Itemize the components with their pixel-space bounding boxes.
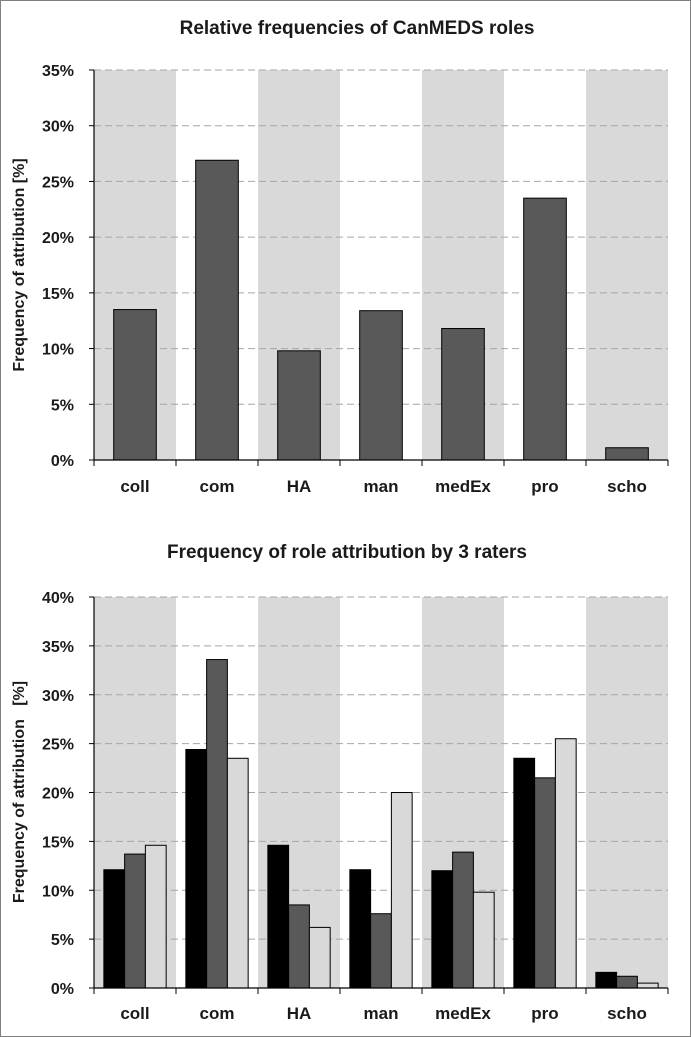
bar-coll-series-1	[103, 869, 126, 989]
bar-pro-series-3	[554, 738, 577, 989]
chart-2: 0% 5% 10% 15% 20% 25% 30% 35% 40% coll com HA man med…	[42, 590, 669, 1023]
bar-scho-series-2	[616, 975, 638, 989]
bar-pro-series-1	[513, 757, 536, 989]
bar-scho-series-1	[595, 971, 618, 989]
y-tick-label: 5%	[51, 397, 74, 414]
category-band	[586, 70, 668, 460]
y-tick-label: 10%	[42, 342, 74, 359]
x-tick-label-man: man	[364, 1004, 399, 1023]
bar-ha-series-1	[267, 844, 290, 989]
bar-medex-series-2	[452, 851, 474, 989]
y-tick-label: 20%	[42, 786, 74, 803]
x-tick-label-pro: pro	[531, 477, 558, 496]
bar-coll-series-2	[124, 853, 146, 989]
x-tick-label-coll: coll	[120, 477, 149, 496]
bar-scho	[605, 447, 649, 461]
y-tick-label: 40%	[42, 590, 74, 607]
x-tick-label-scho: scho	[607, 477, 647, 496]
y-tick-label: 0%	[51, 981, 74, 998]
y-tick-label: 25%	[42, 737, 74, 754]
y-tick-label: 25%	[42, 174, 74, 191]
y-axis-label-roles: Frequency of attribution [%]	[11, 158, 28, 371]
x-tick-label-pro: pro	[531, 1004, 558, 1023]
bar-man-series-1	[349, 869, 372, 989]
y-tick-label: 15%	[42, 834, 74, 851]
bar-ha-series-2	[288, 904, 310, 989]
y-tick-label: 10%	[42, 883, 74, 900]
chart-title-roles: Relative frequencies of CanMEDS roles	[180, 18, 535, 39]
x-tick-label-com: com	[200, 477, 235, 496]
x-tick-label-medex: medEx	[435, 477, 491, 496]
y-axis-label-raters: Frequency of attribution [%]	[11, 681, 28, 903]
y-tick-label: 15%	[42, 286, 74, 303]
bar-medex-series-3	[472, 891, 495, 989]
x-tick-label-ha: HA	[287, 477, 312, 496]
bar-scho-series-3	[636, 982, 659, 989]
y-tick-label: 20%	[42, 230, 74, 247]
bar-com	[195, 159, 239, 461]
bar-man	[359, 310, 403, 461]
bar-medex-series-1	[431, 870, 454, 989]
bar-coll-series-3	[144, 844, 167, 989]
bar-com-series-2	[206, 659, 228, 989]
x-tick-label-ha: HA	[287, 1004, 312, 1023]
x-tick-label-man: man	[364, 477, 399, 496]
y-tick-label: 5%	[51, 932, 74, 949]
bar-pro-series-2	[534, 777, 556, 989]
x-tick-label-medex: medEx	[435, 1004, 491, 1023]
x-tick-label-coll: coll	[120, 1004, 149, 1023]
bar-medex	[441, 328, 485, 461]
bar-ha-series-3	[308, 926, 331, 989]
x-tick-label-com: com	[200, 1004, 235, 1023]
y-tick-label: 35%	[42, 639, 74, 656]
y-tick-label: 0%	[51, 453, 74, 470]
chart-title-raters: Frequency of role attribution by 3 rater…	[167, 542, 527, 563]
y-tick-label: 30%	[42, 119, 74, 136]
bar-pro	[523, 197, 567, 461]
bar-com-series-3	[226, 757, 249, 989]
bar-coll	[113, 309, 157, 461]
y-tick-label: 35%	[42, 63, 74, 80]
bar-man-series-3	[390, 792, 413, 989]
bar-com-series-1	[185, 748, 208, 989]
x-tick-label-scho: scho	[607, 1004, 647, 1023]
bar-ha	[277, 350, 321, 461]
y-tick-label: 30%	[42, 688, 74, 705]
chart-1: 0% 5% 10% 15% 20% 25% 30% 35% coll com HA man medEx p…	[42, 63, 669, 496]
bar-man-series-2	[370, 913, 392, 989]
